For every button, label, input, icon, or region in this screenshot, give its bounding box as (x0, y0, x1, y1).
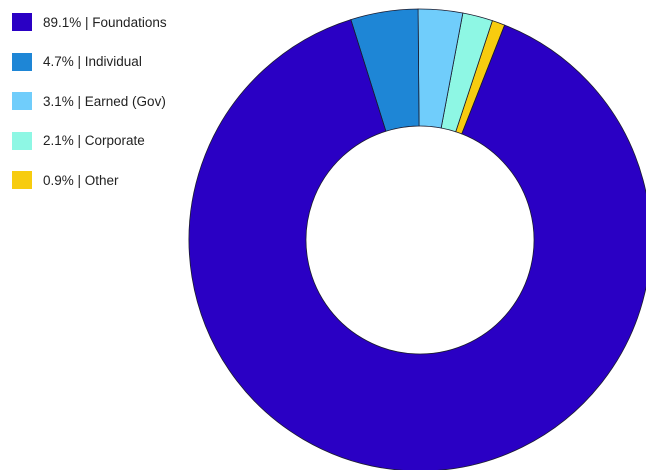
legend-item-individual: 4.7% | Individual (12, 52, 167, 72)
legend-item-foundations: 89.1% | Foundations (12, 12, 167, 32)
legend-swatch-corporate (12, 131, 32, 150)
legend-item-earned-gov: 3.1% | Earned (Gov) (12, 91, 167, 111)
slice-individual (350, 8, 420, 132)
legend-label-earned-gov: 3.1% | Earned (Gov) (43, 93, 166, 109)
slice-foundations (188, 19, 646, 470)
legend-label-corporate: 2.1% | Corporate (43, 133, 145, 148)
legend: 89.1% | Foundations 4.7% | Individual 3.… (12, 12, 167, 210)
legend-swatch-foundations (12, 13, 32, 31)
legend-label-individual: 4.7% | Individual (43, 54, 142, 69)
legend-item-other: 0.9% | Other (12, 170, 167, 190)
legend-swatch-other (12, 171, 32, 189)
legend-item-corporate: 2.1% | Corporate (12, 131, 167, 151)
legend-swatch-individual (12, 52, 32, 71)
donut-slices (188, 8, 646, 470)
legend-swatch-earned-gov (12, 92, 32, 110)
slice-corporate (440, 12, 493, 133)
slice-earned-gov (417, 8, 464, 129)
legend-label-foundations: 89.1% | Foundations (43, 14, 167, 30)
legend-label-other: 0.9% | Other (43, 172, 119, 188)
